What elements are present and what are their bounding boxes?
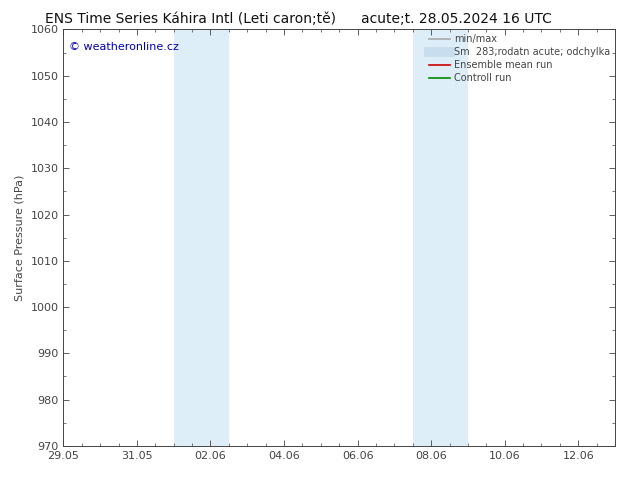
Y-axis label: Surface Pressure (hPa): Surface Pressure (hPa): [15, 174, 25, 301]
Bar: [174, 29, 229, 446]
Text: © weatheronline.cz: © weatheronline.cz: [69, 42, 179, 52]
Text: acute;t. 28.05.2024 16 UTC: acute;t. 28.05.2024 16 UTC: [361, 12, 552, 26]
Legend: min/max, Sm  283;rodatn acute; odchylka, Ensemble mean run, Controll run: min/max, Sm 283;rodatn acute; odchylka, …: [429, 34, 610, 83]
Bar: [413, 29, 468, 446]
Text: ENS Time Series Káhira Intl (Leti caron;tě): ENS Time Series Káhira Intl (Leti caron;…: [45, 12, 335, 26]
